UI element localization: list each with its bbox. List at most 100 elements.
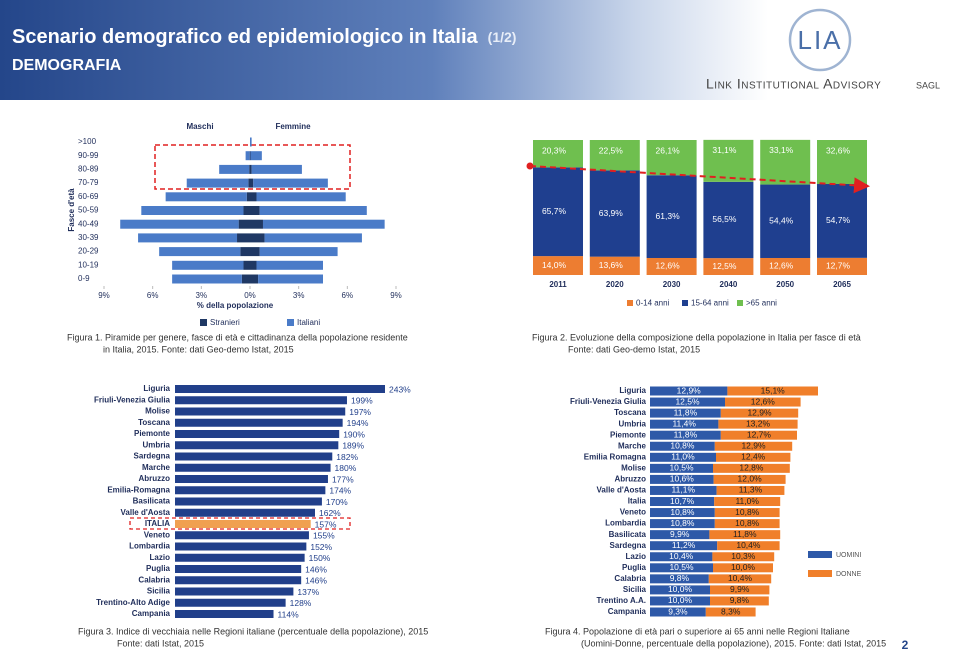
- value-label: 63,9%: [599, 208, 624, 218]
- bar: [250, 137, 252, 147]
- title-part: (1/2): [488, 29, 517, 45]
- value-label: 10,0%: [731, 562, 756, 572]
- bar: [175, 576, 302, 585]
- category-label: Lombardia: [129, 542, 170, 551]
- category-label: Toscana: [614, 408, 646, 417]
- value-label: 12,8%: [739, 463, 764, 473]
- x-axis-label: % della popolazione: [197, 301, 274, 310]
- category-label: 90-99: [78, 151, 99, 160]
- value-label: 9,9%: [670, 529, 690, 539]
- value-label: 114%: [278, 609, 300, 619]
- category-label: Lazio: [626, 552, 647, 561]
- bar: [243, 206, 250, 215]
- value-label: 155%: [313, 531, 335, 541]
- bar: [165, 192, 247, 202]
- bar: [262, 219, 385, 229]
- section-title: DEMOGRAFIA: [12, 57, 122, 74]
- bar-segment: [650, 463, 713, 473]
- category-label: Abruzzo: [138, 474, 170, 483]
- category-label: Valle d'Aosta: [121, 508, 171, 517]
- bar: [186, 178, 249, 188]
- logo-name: Link Institutional Advisory: [706, 76, 881, 92]
- category-label: Veneto: [620, 508, 646, 517]
- bar-segment: [714, 441, 793, 451]
- legend-swatch: [287, 319, 294, 326]
- bar: [175, 542, 307, 551]
- value-label: 10,3%: [731, 551, 756, 561]
- category-label: Umbria: [142, 440, 170, 449]
- legend-swatch: [627, 300, 633, 306]
- value-label: 11,0%: [735, 496, 759, 506]
- bar: [250, 178, 254, 188]
- value-label: 22,5%: [599, 145, 624, 155]
- bar: [250, 247, 260, 257]
- side-label: Maschi: [186, 122, 213, 131]
- bar-segment: [650, 441, 715, 451]
- value-label: 9,9%: [730, 584, 750, 594]
- value-label: 190%: [343, 429, 365, 439]
- value-label: 13,6%: [599, 260, 624, 270]
- caption: Fonte: dati Geo-demo Istat, 2015: [568, 344, 700, 354]
- value-label: 13,2%: [746, 418, 771, 428]
- legend-label: >65 anni: [746, 299, 777, 308]
- value-label: 170%: [326, 497, 348, 507]
- bar: [237, 233, 250, 243]
- value-label: 11,0%: [671, 452, 695, 462]
- bar-segment: [533, 140, 583, 168]
- value-label: 32,6%: [826, 145, 851, 155]
- bar: [243, 260, 250, 270]
- bar-segment: [533, 167, 583, 257]
- category-label: Sicilia: [147, 587, 171, 596]
- value-label: 12,5%: [712, 261, 737, 271]
- value-label: 56,5%: [712, 214, 737, 224]
- bar-segment: [533, 256, 583, 275]
- category-label: Veneto: [144, 530, 170, 539]
- bar: [250, 206, 260, 215]
- value-label: 12,4%: [741, 452, 766, 462]
- bar-segment: [650, 596, 710, 606]
- bar: [175, 486, 326, 495]
- bar-segment: [817, 184, 867, 258]
- logo-ring: [788, 8, 852, 72]
- category-label: 30-39: [78, 233, 99, 242]
- bar-segment: [650, 552, 713, 562]
- bar-segment: [714, 508, 780, 518]
- bar: [238, 219, 250, 229]
- bar: [159, 247, 241, 257]
- value-label: 157%: [315, 519, 337, 529]
- x-tick-label: 2020: [606, 280, 624, 289]
- bar-segment: [716, 452, 791, 462]
- value-label: 9,8%: [730, 595, 750, 605]
- bar: [175, 396, 347, 405]
- value-label: 8,3%: [721, 606, 741, 616]
- value-label: 54,7%: [826, 215, 851, 225]
- category-label: Liguria: [619, 386, 646, 395]
- category-label: Sardegna: [610, 541, 647, 550]
- value-label: 33,1%: [769, 145, 794, 155]
- value-label: 54,4%: [769, 216, 794, 226]
- category-label: Basilicata: [133, 497, 171, 506]
- x-tick-label: 2011: [549, 280, 567, 289]
- category-label: >100: [78, 137, 97, 146]
- bar: [250, 192, 257, 202]
- category-label: 80-89: [78, 165, 99, 174]
- value-label: 12,7%: [826, 261, 851, 271]
- value-label: 199%: [351, 396, 373, 406]
- value-label: 12,6%: [656, 261, 681, 271]
- bar-segment: [712, 552, 775, 562]
- x-tick-label: 6%: [342, 291, 354, 300]
- value-label: 128%: [290, 598, 312, 608]
- caption: Figura 1. Piramide per genere, fasce di …: [67, 332, 408, 342]
- value-label: 11,2%: [672, 540, 696, 550]
- x-tick-label: 3%: [293, 291, 305, 300]
- bar-segment: [720, 430, 797, 440]
- bar-segment: [650, 408, 721, 418]
- category-label: Trentino A.A.: [597, 596, 646, 605]
- trend-arrow: [529, 165, 870, 194]
- legend-label: Stranieri: [210, 318, 240, 327]
- bar: [264, 233, 362, 243]
- bar: [172, 260, 244, 270]
- bar-segment: [650, 397, 725, 407]
- bar-segment: [650, 585, 710, 595]
